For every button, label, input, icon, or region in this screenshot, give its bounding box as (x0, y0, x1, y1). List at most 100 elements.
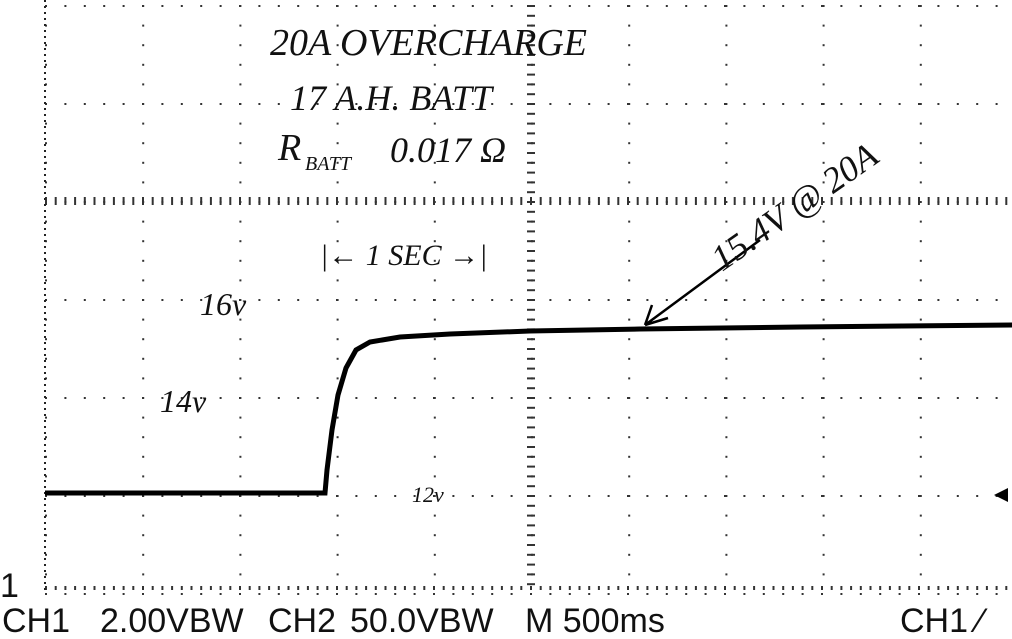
grid-dot (714, 197, 717, 205)
grid-dot (452, 197, 455, 205)
grid-dot (374, 495, 377, 497)
grid-dot (527, 406, 535, 409)
grid-dot (995, 397, 998, 399)
grid-dot (617, 586, 620, 590)
grid-dot (433, 318, 436, 321)
grid-dot (54, 197, 57, 205)
grid-dot (336, 455, 339, 458)
grid-dot (336, 553, 339, 556)
grid-dot (822, 299, 825, 301)
grid-dot (733, 586, 736, 590)
grid-dot (859, 586, 862, 590)
grid-dot (588, 103, 591, 105)
grid-dot (947, 197, 950, 205)
grid-dot (239, 553, 242, 556)
grid-dot (297, 397, 300, 399)
grid-dot (394, 5, 397, 7)
grid-dot (527, 279, 535, 282)
grid-dot (725, 553, 728, 556)
grid-dot (628, 83, 631, 86)
grid-dot (442, 586, 445, 590)
grid-dot (83, 586, 86, 590)
grid-dot (239, 514, 242, 517)
grid-dot (200, 103, 203, 105)
grid-dot (724, 197, 726, 205)
grid-dot (568, 397, 571, 399)
grid-dot (527, 504, 535, 507)
grid-dot (403, 586, 406, 590)
grid-dot (665, 397, 668, 399)
grid-dot (918, 593, 920, 595)
grid-dot (822, 103, 825, 105)
grid-dot (985, 197, 988, 205)
grid-dot (161, 299, 164, 301)
grid-dot (627, 593, 629, 595)
grid-dot (200, 593, 203, 595)
grid-dot (452, 586, 455, 590)
grid-dot (103, 586, 106, 590)
grid-dot (297, 593, 300, 595)
grid-dot (607, 593, 610, 595)
grid-dot (743, 197, 746, 205)
grid-dot (822, 573, 825, 576)
grid-dot (675, 586, 678, 590)
grid-dot (822, 24, 825, 27)
grid-dot (918, 197, 920, 205)
grid-dot (45, 514, 47, 517)
grid-dot (374, 103, 377, 105)
grid-dot (122, 299, 125, 301)
grid-dot (394, 103, 397, 105)
grid-dot (510, 197, 513, 205)
grid-dot (239, 573, 242, 576)
grid-dot (433, 63, 436, 66)
grid-dot (976, 397, 979, 399)
grid-dot (64, 593, 67, 595)
grid-dot (840, 299, 843, 301)
grid-dot (433, 240, 436, 243)
grid-dot (762, 103, 765, 105)
callout-arrow (643, 238, 761, 327)
grid-dot (753, 197, 756, 205)
grid-dot (462, 586, 465, 590)
grid-dot (685, 299, 688, 301)
grid-dot (316, 397, 319, 399)
grid-dot (743, 495, 746, 497)
grid-dot (277, 593, 280, 595)
grid-dot (811, 197, 814, 205)
grid-dot (725, 103, 728, 105)
grid-dot (782, 593, 785, 595)
grid-dot (239, 338, 242, 341)
grid-dot (636, 197, 639, 205)
grid-dot (161, 586, 164, 590)
grid-dot (956, 593, 959, 595)
grid-dot (413, 495, 416, 497)
grid-dot (725, 514, 728, 517)
grid-dot (840, 593, 843, 595)
grid-dot (743, 586, 746, 590)
grid-dot (607, 5, 610, 7)
grid-dot (725, 279, 728, 282)
grid-dot (384, 197, 387, 205)
grid-dot (258, 593, 261, 595)
grid-dot (142, 122, 145, 125)
grid-dot (510, 5, 513, 7)
grid-dot (743, 103, 746, 105)
grid-dot (607, 197, 610, 205)
grid-dot (45, 553, 47, 556)
grid-dot (142, 586, 144, 590)
grid-dot (628, 201, 631, 203)
grid-dot (481, 586, 484, 590)
grid-dot (355, 103, 358, 105)
grid-dot (919, 122, 922, 125)
grid-dot (64, 495, 67, 497)
grid-dot (374, 299, 377, 301)
grid-dot (830, 197, 833, 205)
grid-dot (919, 220, 922, 223)
grid-dot (180, 299, 183, 301)
grid-dot (345, 586, 348, 590)
grid-dot (83, 299, 86, 301)
grid-dot (471, 5, 474, 7)
grid-dot (452, 299, 455, 301)
grid-dot (597, 586, 600, 590)
grid-dot (956, 299, 959, 301)
